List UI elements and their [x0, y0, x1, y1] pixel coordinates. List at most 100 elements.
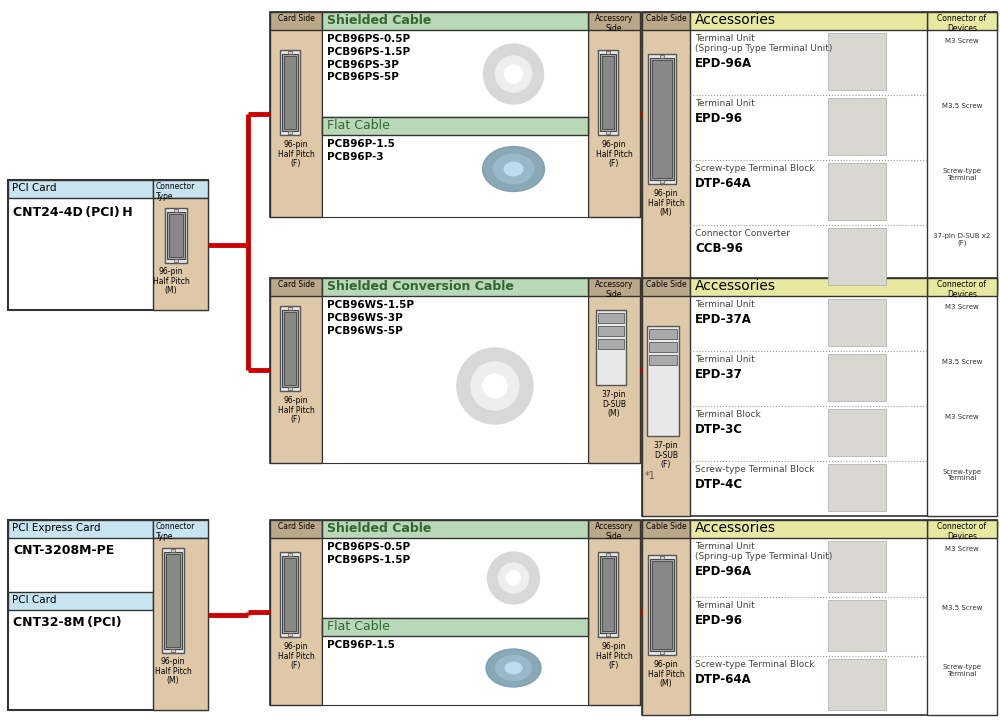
- Bar: [828, 299, 886, 346]
- Bar: [828, 659, 886, 710]
- Text: Terminal Block: Terminal Block: [695, 410, 761, 419]
- Text: 96-pin
Half Pitch
(M): 96-pin Half Pitch (M): [153, 267, 189, 295]
- Text: Connector
Type: Connector Type: [156, 522, 195, 541]
- Text: Shielded Cable: Shielded Cable: [327, 522, 431, 535]
- Circle shape: [484, 44, 544, 104]
- Bar: [8, 520, 208, 710]
- Bar: [322, 117, 588, 217]
- Ellipse shape: [504, 162, 523, 176]
- Text: Flat Cable: Flat Cable: [327, 119, 390, 132]
- Bar: [171, 649, 175, 652]
- Text: Screw-type Terminal Block: Screw-type Terminal Block: [695, 164, 814, 173]
- Bar: [642, 520, 690, 715]
- Bar: [270, 12, 322, 30]
- Bar: [270, 12, 640, 217]
- Bar: [322, 12, 588, 117]
- Text: Connector
Type: Connector Type: [156, 182, 195, 201]
- Bar: [282, 310, 298, 387]
- Text: CNT-3208M-PE: CNT-3208M-PE: [13, 544, 114, 557]
- Text: 96-pin
Half Pitch
(F): 96-pin Half Pitch (F): [278, 642, 314, 670]
- Bar: [600, 556, 616, 633]
- Text: Cable Side: Cable Side: [646, 522, 686, 531]
- Bar: [828, 354, 886, 401]
- Bar: [650, 559, 674, 651]
- Bar: [927, 520, 997, 715]
- Bar: [660, 651, 664, 654]
- Bar: [927, 278, 997, 296]
- Bar: [282, 556, 298, 633]
- Text: Terminal Unit
(Spring-up Type Terminal Unit): Terminal Unit (Spring-up Type Terminal U…: [695, 542, 832, 561]
- Bar: [174, 259, 178, 262]
- Bar: [270, 12, 322, 217]
- Text: DTP-4C: DTP-4C: [695, 478, 743, 491]
- Text: Cable Side: Cable Side: [646, 14, 686, 23]
- Bar: [165, 208, 187, 263]
- Text: PCB96P-1.5: PCB96P-1.5: [327, 640, 395, 650]
- Bar: [648, 54, 676, 184]
- Text: PCB96WS-1.5P
PCB96WS-3P
PCB96WS-5P: PCB96WS-1.5P PCB96WS-3P PCB96WS-5P: [327, 300, 414, 336]
- Text: Screw-type Terminal Block: Screw-type Terminal Block: [695, 465, 814, 474]
- Bar: [162, 548, 184, 653]
- Text: 96-pin
Half Pitch
(M): 96-pin Half Pitch (M): [155, 657, 191, 686]
- Bar: [270, 278, 640, 463]
- Text: 96-pin
Half Pitch
(M): 96-pin Half Pitch (M): [648, 189, 684, 217]
- Ellipse shape: [505, 662, 522, 674]
- Circle shape: [471, 362, 519, 410]
- Text: Accessories: Accessories: [695, 13, 776, 27]
- Bar: [649, 355, 677, 365]
- Text: Screw-type
Terminal: Screw-type Terminal: [942, 664, 982, 677]
- Bar: [167, 212, 185, 259]
- Bar: [648, 555, 676, 655]
- Text: Screw-type
Terminal: Screw-type Terminal: [942, 469, 982, 481]
- Bar: [602, 56, 614, 129]
- Bar: [164, 552, 182, 649]
- Text: Accessory
Side: Accessory Side: [595, 522, 633, 541]
- Bar: [322, 520, 588, 618]
- Bar: [588, 278, 640, 296]
- Bar: [647, 326, 679, 436]
- Bar: [660, 556, 664, 559]
- Bar: [270, 520, 322, 705]
- Bar: [8, 520, 153, 538]
- Bar: [322, 618, 588, 636]
- Text: 37-pin
D-SUB
(F): 37-pin D-SUB (F): [654, 441, 678, 470]
- Bar: [153, 520, 208, 538]
- Bar: [588, 520, 640, 538]
- Bar: [828, 600, 886, 651]
- Text: M3 Screw: M3 Screw: [945, 304, 979, 310]
- Circle shape: [505, 65, 523, 83]
- Bar: [280, 50, 300, 135]
- Text: EPD-96A: EPD-96A: [695, 565, 752, 578]
- Ellipse shape: [483, 147, 545, 191]
- Bar: [288, 131, 292, 134]
- Bar: [153, 198, 208, 310]
- Bar: [588, 12, 640, 217]
- Bar: [322, 117, 588, 135]
- Bar: [690, 12, 927, 30]
- Text: Screw-type
Terminal: Screw-type Terminal: [942, 168, 982, 180]
- Bar: [8, 180, 208, 310]
- Bar: [280, 306, 300, 391]
- Text: EPD-37: EPD-37: [695, 368, 743, 381]
- Circle shape: [488, 552, 540, 604]
- Text: M3 Screw: M3 Screw: [945, 414, 979, 420]
- Bar: [606, 51, 610, 54]
- Text: Accessories: Accessories: [695, 279, 776, 293]
- Text: 96-pin
Half Pitch
(F): 96-pin Half Pitch (F): [278, 140, 314, 169]
- Bar: [828, 409, 886, 456]
- Text: Terminal Unit: Terminal Unit: [695, 99, 755, 108]
- Bar: [652, 60, 672, 178]
- Bar: [598, 326, 624, 336]
- Text: CNT24-4D (PCI) H: CNT24-4D (PCI) H: [13, 206, 133, 219]
- Bar: [598, 313, 624, 323]
- Text: PCB96PS-0.5P
PCB96PS-1.5P
PCB96PS-3P
PCB96PS-5P: PCB96PS-0.5P PCB96PS-1.5P PCB96PS-3P PCB…: [327, 34, 410, 82]
- Bar: [828, 98, 886, 155]
- Text: PCI Express Card: PCI Express Card: [12, 523, 100, 533]
- Text: 96-pin
Half Pitch
(F): 96-pin Half Pitch (F): [596, 642, 632, 670]
- Text: 37-pin
D-SUB
(M): 37-pin D-SUB (M): [602, 390, 626, 419]
- Text: Accessory
Side: Accessory Side: [595, 14, 633, 33]
- Bar: [690, 520, 927, 538]
- Bar: [174, 209, 178, 212]
- Bar: [284, 56, 296, 129]
- Circle shape: [496, 56, 532, 92]
